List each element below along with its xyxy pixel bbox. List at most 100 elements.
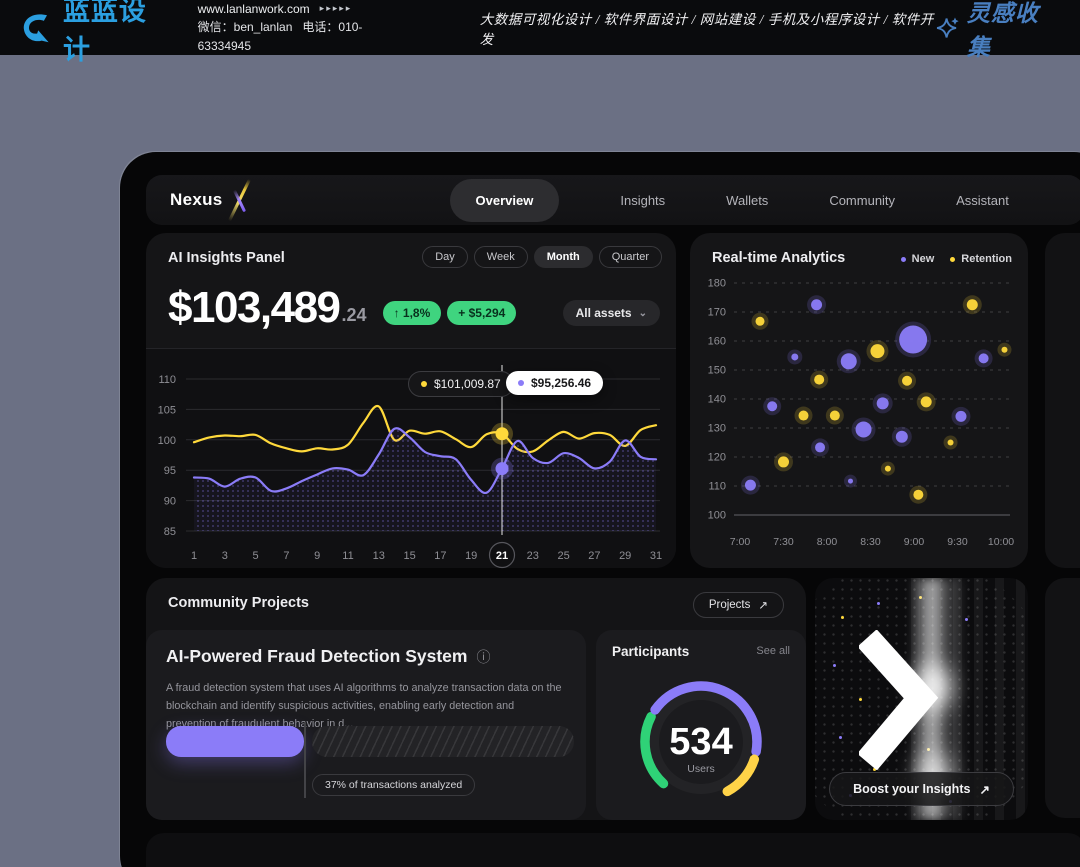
svg-text:110: 110 bbox=[708, 481, 726, 493]
participants-count: 534 bbox=[669, 721, 732, 763]
participants-title: Participants bbox=[612, 644, 690, 659]
progress-label: 37% of transactions analyzed bbox=[312, 774, 476, 796]
svg-text:85: 85 bbox=[164, 526, 176, 538]
analytics-title: Real-time Analytics bbox=[712, 250, 846, 266]
insights-title: AI Insights Panel bbox=[168, 250, 285, 266]
tab-community[interactable]: Community bbox=[829, 192, 896, 208]
range-month[interactable]: Month bbox=[533, 246, 593, 268]
realtime-analytics-panel: Real-time Analytics New Retention 180 170… bbox=[690, 233, 1028, 568]
time-range-pills: Day Week Month Quarter bbox=[422, 246, 662, 268]
cropped-panel-right-bottom bbox=[1045, 578, 1080, 818]
progress-bar-fill bbox=[166, 726, 304, 757]
project-description: A fraud detection system that uses AI al… bbox=[166, 682, 562, 730]
svg-text:90: 90 bbox=[164, 496, 176, 508]
svg-text:15: 15 bbox=[403, 550, 415, 562]
range-quarter[interactable]: Quarter bbox=[598, 246, 662, 268]
dashboard-frame: Nexus Overview Insights Wallets Communit… bbox=[120, 152, 1080, 867]
svg-text:170: 170 bbox=[708, 307, 726, 319]
svg-text:8:00: 8:00 bbox=[817, 536, 838, 548]
change-badges: ↑ 1,8% + $5,294 bbox=[382, 301, 517, 325]
purple-dot-icon bbox=[518, 380, 524, 386]
yellow-dot-icon bbox=[950, 256, 956, 262]
analytics-bubble-chart: 180 170 160 150 140 130 120 110 100 7:00 7:30 8:00 8… bbox=[708, 278, 1015, 549]
svg-text:150: 150 bbox=[708, 365, 726, 377]
tab-insights[interactable]: Insights bbox=[620, 192, 666, 208]
svg-text:29: 29 bbox=[619, 550, 631, 562]
chevron-down-icon: ⌄ bbox=[638, 307, 647, 319]
info-icon[interactable]: ⓘ bbox=[476, 648, 491, 665]
range-day[interactable]: Day bbox=[422, 246, 468, 268]
arrow-up-right-icon: ↗ bbox=[758, 600, 768, 612]
svg-text:19: 19 bbox=[465, 550, 477, 562]
gauge-arcs bbox=[640, 681, 762, 797]
svg-text:3: 3 bbox=[222, 550, 228, 562]
assets-dropdown[interactable]: All assets ⌄ bbox=[562, 300, 660, 326]
cropped-panel-right-top bbox=[1045, 233, 1080, 568]
participants-gauge: 534 Users bbox=[640, 681, 762, 797]
svg-text:5: 5 bbox=[253, 550, 259, 562]
tooltip-yellow: $101,009.87 bbox=[408, 371, 514, 397]
promo-banner: 蓝蓝设计 www.lanlanwork.com ▸▸▸▸▸ 微信：ben_lan… bbox=[0, 0, 1080, 65]
tab-overview[interactable]: Overview bbox=[449, 178, 560, 222]
website-link[interactable]: www.lanlanwork.com bbox=[197, 1, 310, 16]
svg-text:130: 130 bbox=[708, 423, 726, 435]
boost-insights-button[interactable]: Boost your Insights ↗ bbox=[829, 772, 1014, 806]
wechat-label: 微信： bbox=[197, 20, 234, 35]
services-list: 大数据可视化设计 / 软件界面设计 / 网站建设 / 手机及小程序设计 / 软件… bbox=[479, 11, 934, 47]
nexus-logo-text: Nexus bbox=[170, 190, 223, 209]
change-amount-badge: + $5,294 bbox=[447, 301, 517, 325]
balance-value: $103,489 bbox=[168, 283, 341, 332]
svg-text:100: 100 bbox=[158, 435, 176, 447]
nexus-logo: Nexus bbox=[170, 183, 250, 217]
balance-fraction: .24 bbox=[341, 304, 367, 325]
svg-text:25: 25 bbox=[557, 550, 569, 562]
insights-chart-box: 110 105 100 95 90 85 1 3 5 7 9 11 13 15 17 19 21 23 25 27 29… bbox=[146, 348, 676, 569]
change-percent-badge: ↑ 1,8% bbox=[382, 301, 442, 325]
top-navbar: Nexus Overview Insights Wallets Communit… bbox=[146, 175, 1080, 225]
contact-info: www.lanlanwork.com ▸▸▸▸▸ 微信：ben_lanlan 电… bbox=[198, 0, 410, 55]
phone-label: 电话： bbox=[302, 20, 339, 35]
svg-text:100: 100 bbox=[708, 510, 726, 522]
svg-text:31: 31 bbox=[650, 550, 662, 562]
legend-new: New bbox=[900, 253, 934, 265]
svg-text:9: 9 bbox=[314, 550, 320, 562]
nexus-x-icon bbox=[228, 183, 250, 217]
svg-text:9:00: 9:00 bbox=[904, 536, 925, 548]
purple-dot-icon bbox=[900, 256, 906, 262]
svg-text:27: 27 bbox=[588, 550, 600, 562]
svg-text:160: 160 bbox=[708, 336, 726, 348]
svg-text:180: 180 bbox=[708, 278, 726, 290]
tab-wallets[interactable]: Wallets bbox=[726, 192, 769, 208]
brand-group: 蓝蓝设计 bbox=[20, 0, 172, 67]
boost-insights-card: Boost your Insights ↗ bbox=[815, 578, 1028, 820]
sparkle-star-icon bbox=[936, 16, 959, 38]
inspiration-collect[interactable]: 灵感收集 bbox=[935, 0, 1060, 62]
brand-name: 蓝蓝设计 bbox=[62, 0, 147, 65]
projects-button[interactable]: Projects ↗ bbox=[692, 592, 784, 618]
progress-bar-remaining bbox=[312, 726, 574, 757]
project-title: AI-Powered Fraud Detection System bbox=[166, 646, 468, 666]
svg-text:10:00: 10:00 bbox=[988, 536, 1014, 548]
streak-highlight bbox=[915, 664, 951, 710]
svg-text:120: 120 bbox=[708, 452, 726, 464]
svg-text:7: 7 bbox=[283, 550, 289, 562]
tooltip-purple: $95,256.46 bbox=[506, 371, 604, 395]
analytics-legend: New Retention bbox=[900, 253, 1012, 265]
svg-text:11: 11 bbox=[342, 550, 353, 562]
svg-text:7:30: 7:30 bbox=[773, 536, 794, 548]
yellow-dot-icon bbox=[421, 381, 427, 387]
svg-text:21: 21 bbox=[496, 550, 508, 562]
svg-text:9:30: 9:30 bbox=[947, 536, 968, 548]
see-all-link[interactable]: See all bbox=[756, 645, 790, 657]
svg-text:110: 110 bbox=[158, 374, 176, 386]
svg-text:95: 95 bbox=[164, 465, 176, 477]
x-axis: 1 3 5 7 9 11 13 15 17 19 21 23 25 27 29 31 bbox=[191, 541, 662, 569]
progress-divider bbox=[304, 722, 306, 798]
svg-text:17: 17 bbox=[434, 550, 446, 562]
community-title: Community Projects bbox=[168, 595, 309, 611]
range-week[interactable]: Week bbox=[473, 246, 528, 268]
balance-row: $103,489 .24 ↑ 1,8% + $5,294 All assets … bbox=[168, 283, 660, 333]
tab-assistant[interactable]: Assistant bbox=[956, 192, 1009, 208]
